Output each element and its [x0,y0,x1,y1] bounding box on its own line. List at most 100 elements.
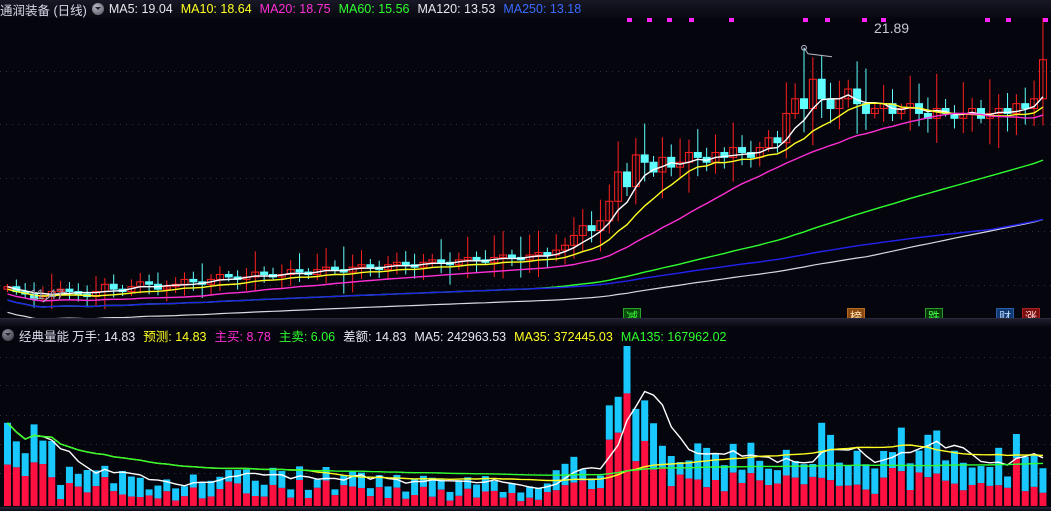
indicator-value: 13.18 [546,2,582,16]
panel-divider [0,318,1051,327]
candle-48 [428,253,437,268]
volume-bar-44 [393,474,401,506]
volume-bar-15 [136,477,144,506]
indicator-value: 14.83 [371,329,407,344]
indicator-value: 13.53 [460,2,496,16]
indicator-value: 14.83 [100,329,136,344]
volume-bar-98 [871,468,879,506]
volume-bar-2 [21,453,29,506]
volume-bar-58 [517,492,525,506]
volume-indicator-1: 预测: 14.83 [143,330,206,344]
chevron-down-circle-icon[interactable] [91,3,104,15]
chevron-down-circle-icon[interactable] [2,329,14,341]
candle-92 [817,56,826,118]
magenta-marker-3 [689,17,694,22]
candle-52 [463,236,472,279]
volume-bar-26 [234,469,242,506]
volume-bar-0 [4,422,11,506]
volume-bar-83 [738,469,746,506]
volume-bar-81 [720,465,728,506]
indicator-value: 8.78 [243,329,271,344]
vol-gridline-0 [0,357,1051,358]
vol-ma5-line [6,390,1044,490]
volume-bar-99 [880,450,888,506]
volume-bar-114 [1012,434,1020,506]
volume-bar-104 [924,434,932,506]
volume-bar-4 [39,440,47,506]
volume-bar-29 [260,484,268,506]
candle-89 [791,83,800,120]
indicator-key: 差额: [343,329,372,344]
volume-bar-115 [1021,456,1029,506]
candle-90 [800,47,808,133]
price-indicator-header[interactable]: 通润装备 (日线) MA5: 19.04 MA10: 18.64 MA20: 18.… [0,0,1051,18]
high-price-label: 21.89 [874,20,910,36]
volume-bar-96 [853,450,861,506]
high-leader-line [803,47,833,58]
volume-bar-17 [154,485,162,506]
volume-bar-116 [1030,453,1038,506]
volume-bar-28 [251,480,259,506]
candle-64 [569,217,578,259]
volume-bar-92 [818,422,826,506]
indicator-key: MA60: [338,2,375,16]
symbol-name[interactable]: 通润装备 (日线) [0,3,87,18]
volume-bar-88 [782,449,790,506]
volume-bar-31 [278,471,286,506]
volume-chart-panel[interactable] [0,344,1051,507]
volume-bar-7 [65,466,73,506]
volume-bar-70 [623,346,631,506]
candle-73 [649,155,658,177]
low-price-label: 11.47 [30,286,64,302]
volume-indicator-2: 主买: 8.78 [215,330,271,344]
indicator-value: 242963.53 [443,329,507,344]
volume-bar-109 [968,467,976,506]
volume-bar-108 [959,462,967,506]
indicator-key: 主卖: [278,329,308,344]
volume-bar-102 [906,463,914,506]
volume-bar-8 [74,473,82,506]
volume-bars-plot [4,346,1047,506]
volume-indicator-header[interactable]: 经典量能 万手: 14.83 预测: 14.83 主买: 8.78 主卖: 6.06 差… [0,326,1051,344]
volume-bar-90 [800,464,808,506]
magenta-marker-9 [985,17,990,22]
volume-bar-94 [835,462,843,506]
price-chart-panel[interactable] [0,18,1051,318]
candle-40 [357,250,366,279]
volume-bar-107 [950,450,958,506]
volume-bar-46 [411,479,419,506]
volume-bar-57 [508,483,516,506]
volume-bar-49 [437,479,445,506]
volume-indicator-title[interactable]: 经典量能 [19,329,70,344]
volume-bar-24 [216,476,224,506]
volume-bar-9 [83,470,91,506]
volume-bar-20 [181,486,188,506]
price-indicator-1: MA10: 18.64 [181,2,252,16]
volume-bar-71 [632,408,640,506]
volume-bar-36 [322,466,330,506]
volume-bar-19 [172,488,180,506]
indicator-value: 6.06 [307,329,336,344]
ma5-line [7,94,1044,296]
candle-117 [1038,18,1047,126]
volume-indicator-7: MA135: 167962.02 [621,330,727,344]
candle-7 [65,282,74,300]
ma10-line [7,102,1044,297]
indicator-key: MA120: [417,2,461,16]
volume-readout: 万手: 14.83 预测: 14.83 主买: 8.78 主卖: 6.06 差额: 14… [72,326,734,345]
volume-bar-95 [844,465,852,506]
gridline-3 [0,231,1051,232]
volume-bar-12 [110,483,118,506]
magenta-marker-8 [881,17,886,22]
candle-81 [720,147,729,169]
volume-bar-3 [30,424,38,506]
candle-82 [729,122,738,182]
volume-bar-25 [225,470,233,506]
volume-bar-33 [296,466,304,506]
gridline-4 [0,285,1051,286]
volume-indicator-4: 差额: 14.83 [343,330,406,344]
volume-bar-86 [765,468,773,506]
indicator-value: 372445.03 [550,329,613,344]
vol-gridline-4 [0,473,1051,474]
volume-bar-11 [101,465,109,506]
